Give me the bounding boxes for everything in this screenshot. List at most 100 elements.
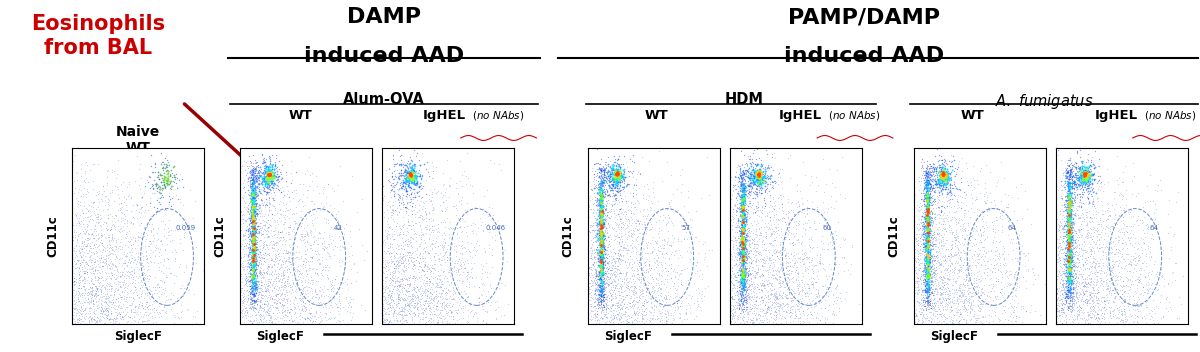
Point [592,262,611,267]
Point [914,224,934,230]
Point [1062,227,1081,233]
Point [617,209,636,215]
Point [1079,311,1098,317]
Point [1060,274,1079,280]
Point [977,194,996,200]
Point [655,311,674,317]
Point [916,290,935,295]
Point [262,227,281,233]
Point [743,272,762,278]
Point [960,214,979,219]
Point [743,167,762,173]
Point [626,188,646,193]
Point [913,271,932,277]
Point [1050,251,1069,256]
Point [918,261,937,266]
Point [607,183,626,189]
Point [985,294,1004,300]
Point [794,260,814,266]
Point [278,265,298,271]
Point [1081,184,1100,189]
Point [1114,299,1133,304]
Point [295,172,314,177]
Point [737,174,756,179]
Point [935,275,954,281]
Point [916,283,935,288]
Point [809,268,828,274]
Point [412,186,431,191]
Point [608,312,628,318]
Point [936,171,955,177]
Point [481,302,500,308]
Point [448,271,467,277]
Point [737,257,756,263]
Point [826,198,845,204]
Point [1082,248,1102,254]
Point [1052,298,1072,303]
Point [674,219,694,225]
Point [1087,215,1106,221]
Point [592,276,611,282]
Point [623,244,642,250]
Point [284,311,304,317]
Point [1046,314,1066,320]
Point [396,303,415,308]
Point [1068,215,1087,221]
Point [917,274,936,280]
Point [589,187,608,193]
Point [71,194,90,199]
Point [384,260,403,266]
Point [1001,236,1020,242]
Point [918,257,937,263]
Point [917,257,936,263]
Point [764,313,784,318]
Point [379,198,398,204]
Point [608,189,628,195]
Point [919,187,938,193]
Point [307,271,326,276]
Point [96,277,115,282]
Point [598,282,617,287]
Point [408,294,427,300]
Point [733,252,752,258]
Point [780,224,799,230]
Point [767,272,786,278]
Point [595,251,614,257]
Point [244,297,263,303]
Point [379,308,398,314]
Point [101,300,120,305]
Point [792,277,811,283]
Point [245,246,264,251]
Point [814,293,833,298]
Point [245,231,264,237]
Point [977,189,996,195]
Point [734,152,754,158]
Point [1087,277,1106,283]
Point [72,277,91,283]
Point [245,245,264,251]
Point [588,221,607,226]
Point [607,173,626,179]
Point [592,167,611,173]
Point [604,226,623,232]
Point [733,283,752,288]
Point [588,283,607,288]
Point [733,254,752,259]
Point [731,213,750,219]
Point [138,177,157,183]
Point [1134,313,1153,319]
Point [275,272,294,278]
Point [588,216,607,222]
Point [240,287,259,292]
Point [1055,201,1074,207]
Point [643,248,662,254]
Point [1074,298,1093,304]
Point [728,272,748,278]
Point [761,226,780,232]
Point [412,265,431,270]
Point [66,276,85,282]
Point [1048,257,1067,262]
Point [449,302,468,308]
Point [725,314,744,319]
Point [746,170,766,176]
